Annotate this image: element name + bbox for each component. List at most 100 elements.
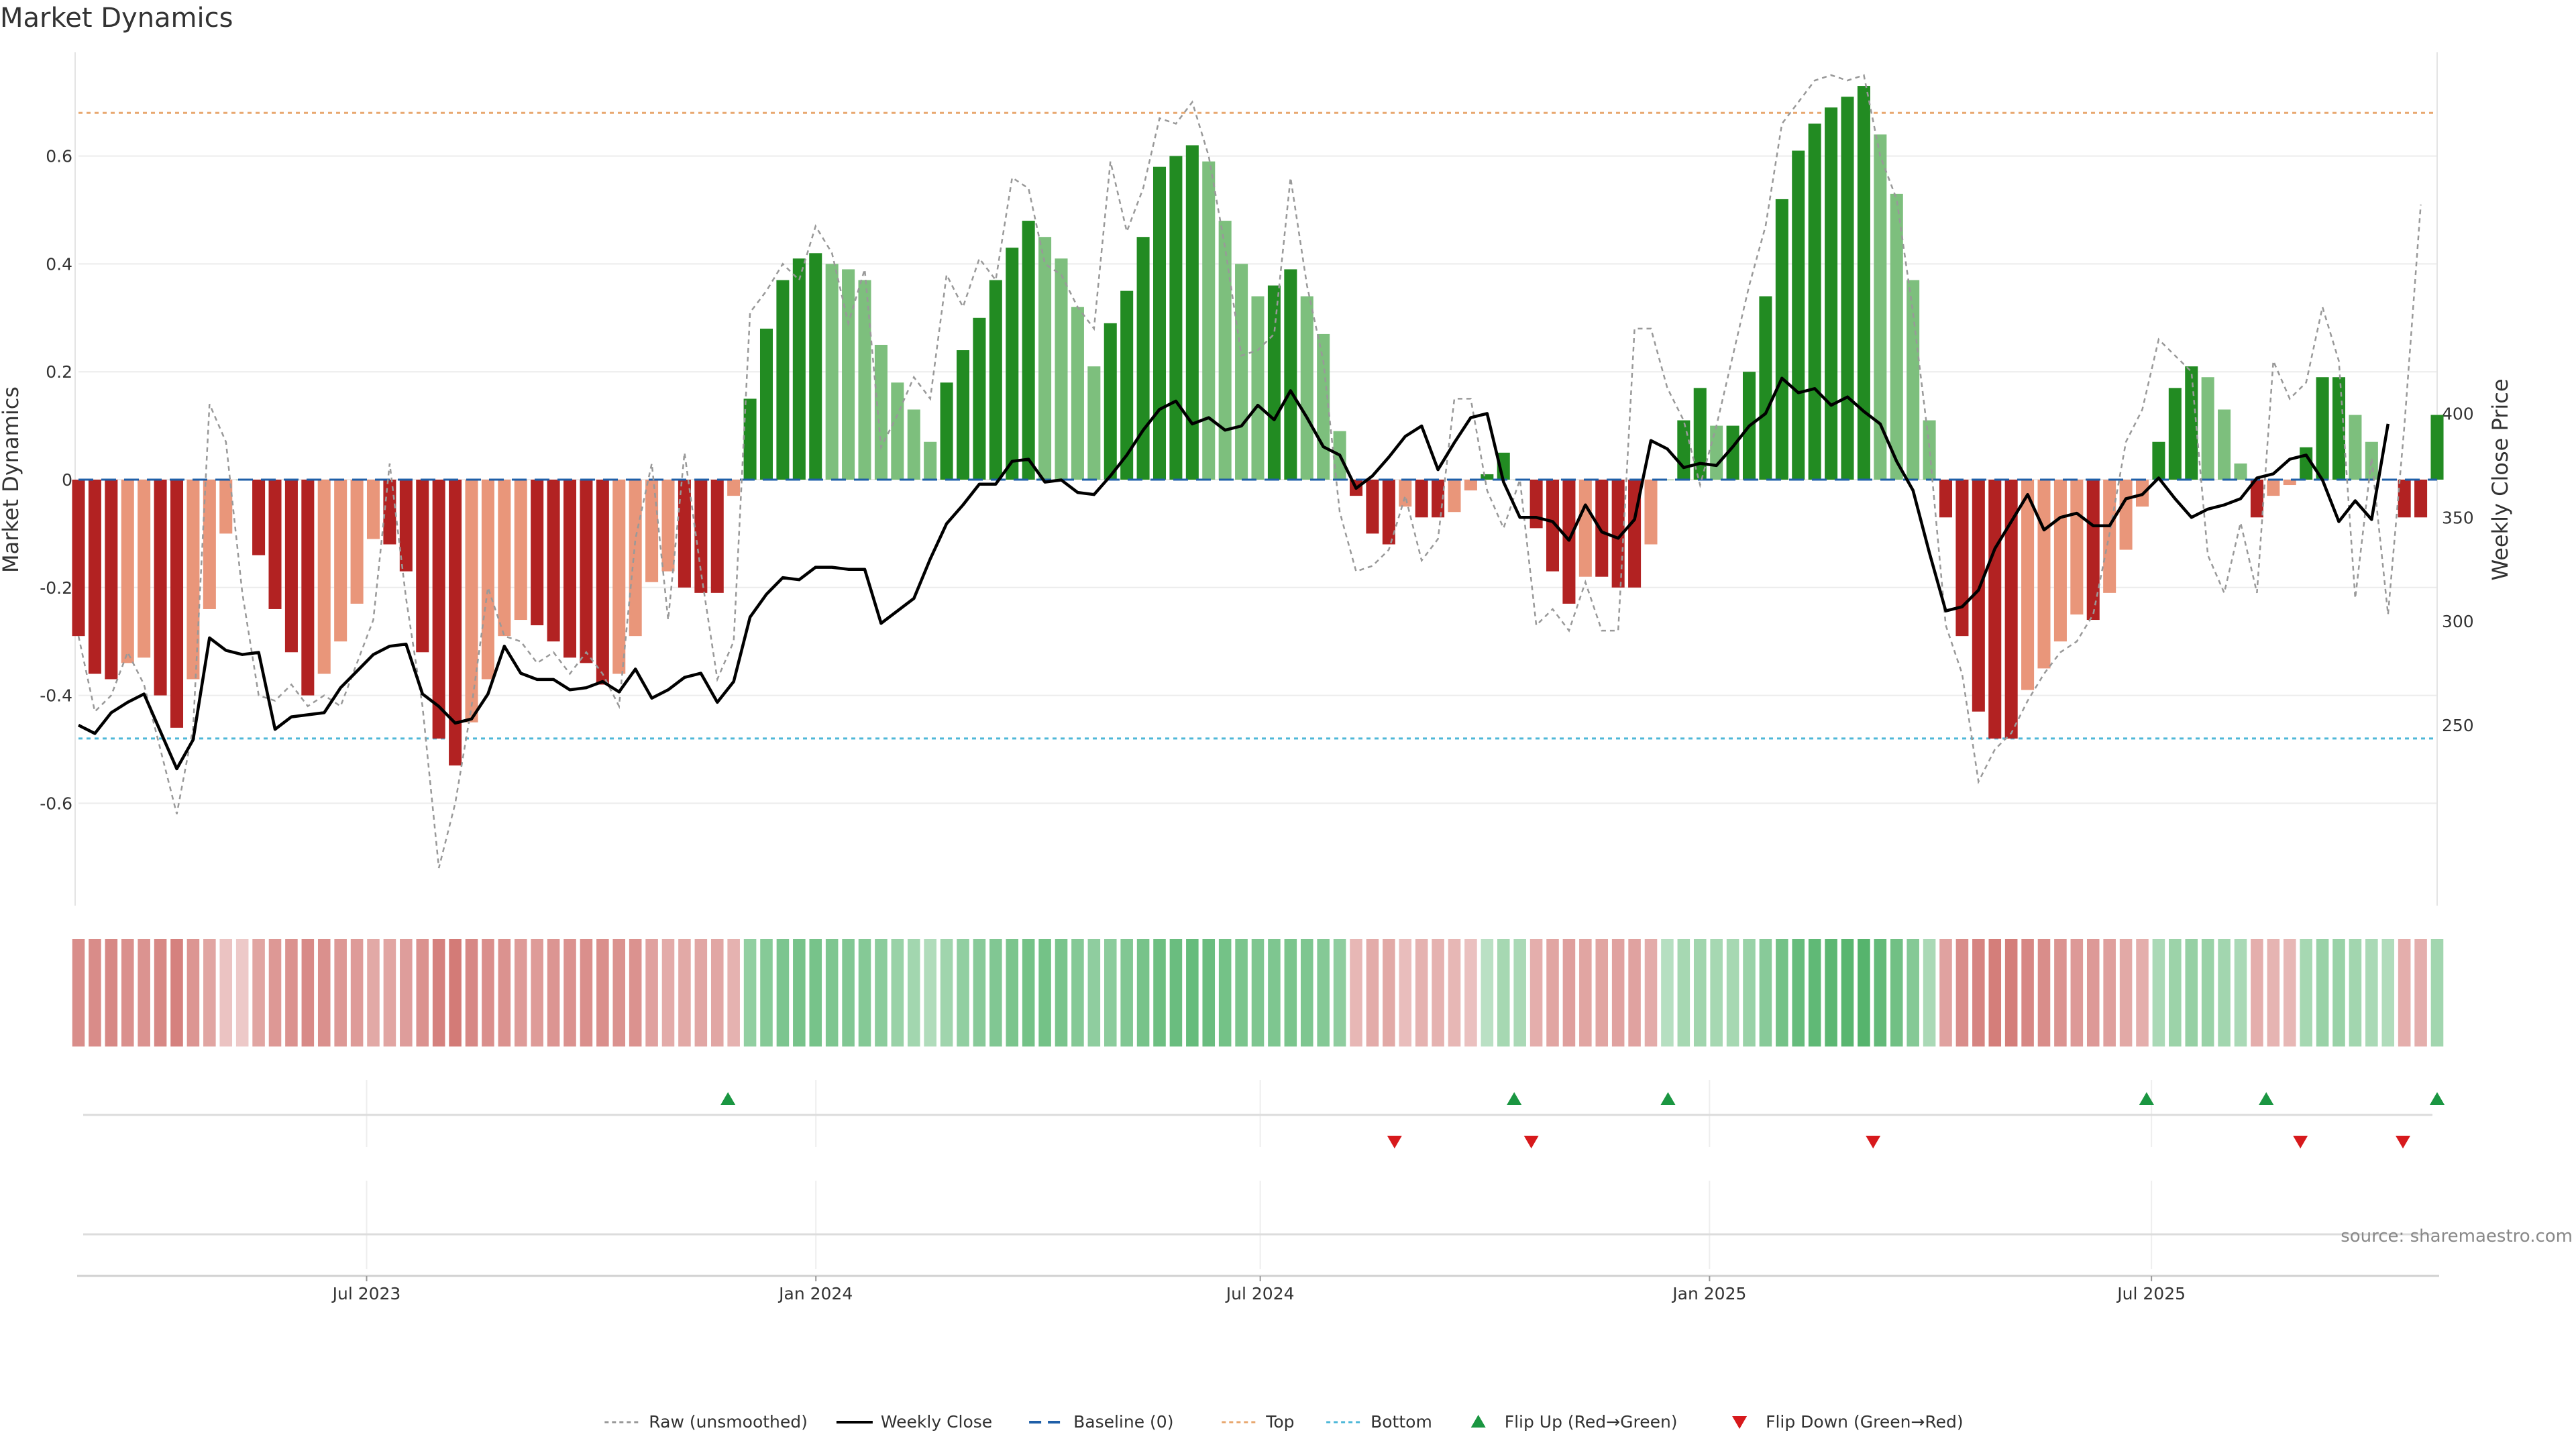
strength-band-cell bbox=[710, 939, 724, 1046]
strength-bar bbox=[2267, 480, 2280, 496]
strength-band-cell bbox=[1415, 939, 1428, 1046]
strength-band-cell bbox=[1939, 939, 1952, 1046]
strength-bar bbox=[2119, 480, 2133, 550]
strength-band-cell bbox=[875, 939, 888, 1046]
strength-band-cell bbox=[2365, 939, 2378, 1046]
strength-bar bbox=[645, 480, 659, 582]
strength-band-cell bbox=[743, 939, 757, 1046]
strength-bar bbox=[710, 480, 724, 593]
strength-bar bbox=[1841, 97, 1854, 480]
x-tick-label: Jul 2024 bbox=[1225, 1284, 1295, 1303]
strength-band-cell bbox=[2119, 939, 2133, 1046]
strength-bar bbox=[531, 480, 544, 626]
strength-band-cell bbox=[842, 939, 855, 1046]
strength-band-cell bbox=[1333, 939, 1346, 1046]
strength-bar bbox=[1710, 425, 1723, 480]
strength-bar bbox=[956, 350, 970, 480]
date-axis: Jul 2023 Jan 2024 Jul 2024 Jan 2025 Jul 2025 bbox=[77, 1275, 2439, 1303]
strength-band-cell bbox=[1726, 939, 1739, 1046]
strength-bar bbox=[1775, 199, 1788, 480]
strength-band-cell bbox=[694, 939, 708, 1046]
y-tick-label: -0.2 bbox=[40, 578, 72, 598]
flip-down-marker bbox=[1523, 1136, 1539, 1148]
strength-bar bbox=[940, 382, 953, 480]
strength-band-cell bbox=[891, 939, 904, 1046]
strength-bar bbox=[2398, 480, 2411, 518]
strength-band-cell bbox=[1186, 939, 1199, 1046]
strength-bar bbox=[1399, 480, 1412, 507]
strength-bar bbox=[1185, 145, 1199, 480]
strength-bar bbox=[1235, 264, 1248, 480]
y-axis-title: Market Dynamics bbox=[0, 386, 23, 573]
y-tick-label: 0.6 bbox=[46, 147, 72, 166]
strength-bar bbox=[1972, 480, 1985, 712]
legend-flip-up-swatch bbox=[1470, 1415, 1486, 1428]
strength-bar bbox=[481, 480, 494, 680]
flip-down-marker bbox=[2293, 1136, 2308, 1148]
strength-band-cell bbox=[383, 939, 396, 1046]
strength-band-cell bbox=[1595, 939, 1609, 1046]
legend-label: Weekly Close bbox=[881, 1412, 992, 1432]
strength-band-cell bbox=[1235, 939, 1248, 1046]
strength-bar bbox=[2201, 377, 2214, 480]
strength-band-cell bbox=[940, 939, 953, 1046]
strength-bar bbox=[2070, 480, 2084, 614]
strength-bar bbox=[1481, 474, 1494, 480]
strength-band-cell bbox=[1841, 939, 1854, 1046]
strength-band-cell bbox=[760, 939, 773, 1046]
strength-bar bbox=[383, 480, 396, 545]
strength-band-cell bbox=[2054, 939, 2067, 1046]
strength-bar bbox=[2234, 463, 2247, 480]
legend-item: Flip Up (Red→Green) bbox=[1470, 1412, 1678, 1432]
strength-band-cell bbox=[1644, 939, 1658, 1046]
strength-band-cell bbox=[776, 939, 790, 1046]
strength-bar bbox=[2250, 480, 2263, 518]
strength-bar bbox=[121, 480, 134, 663]
flip-marker-panel bbox=[83, 1080, 2445, 1148]
strength-bar bbox=[924, 441, 937, 480]
strength-band-cell bbox=[2283, 939, 2296, 1046]
strength-bar bbox=[1907, 280, 1920, 480]
flip-up-marker bbox=[2259, 1092, 2274, 1105]
strength-band-cell bbox=[1858, 939, 1870, 1046]
strength-band-cell bbox=[1677, 939, 1690, 1046]
strength-bar bbox=[2283, 480, 2296, 486]
strength-bar bbox=[776, 280, 790, 480]
strength-band-cell bbox=[498, 939, 511, 1046]
strength-bar bbox=[1677, 420, 1690, 480]
y2-tick-label: 400 bbox=[2442, 404, 2474, 423]
strength-bar bbox=[1415, 480, 1428, 518]
strength-bar bbox=[1644, 480, 1658, 545]
y-tick-label: 0.2 bbox=[46, 362, 72, 382]
strength-band-cell bbox=[1497, 939, 1510, 1046]
legend-item: Weekly Close bbox=[836, 1412, 992, 1432]
strength-bar bbox=[366, 480, 380, 539]
strength-bar bbox=[1022, 221, 1035, 480]
strength-band-cell bbox=[1350, 939, 1362, 1046]
strength-band-cell bbox=[580, 939, 593, 1046]
strength-bar bbox=[596, 480, 609, 685]
strength-band-cell bbox=[154, 939, 167, 1046]
strength-band-cell bbox=[1776, 939, 1788, 1046]
strength-bar bbox=[1857, 86, 1870, 480]
strength-band-cell bbox=[1513, 939, 1526, 1046]
strength-bar bbox=[203, 480, 216, 609]
strength-bar bbox=[1792, 150, 1805, 480]
legend-label: Flip Down (Green→Red) bbox=[1766, 1412, 1964, 1432]
strength-band-cell bbox=[1562, 939, 1576, 1046]
strength-bar bbox=[2349, 415, 2362, 480]
strength-band-cell bbox=[2037, 939, 2051, 1046]
strength-bar bbox=[1006, 248, 1019, 480]
strength-bar bbox=[2004, 480, 2018, 739]
strength-band-cell bbox=[170, 939, 183, 1046]
strength-bar bbox=[1251, 296, 1265, 480]
strength-band-cell bbox=[2316, 939, 2329, 1046]
strength-bar bbox=[1808, 123, 1821, 480]
strength-bar bbox=[891, 382, 904, 480]
strength-bar bbox=[154, 480, 167, 696]
strength-bar bbox=[547, 480, 560, 642]
strength-bar bbox=[1874, 134, 1887, 480]
strength-bar bbox=[1546, 480, 1560, 572]
strength-bar bbox=[2430, 415, 2444, 480]
